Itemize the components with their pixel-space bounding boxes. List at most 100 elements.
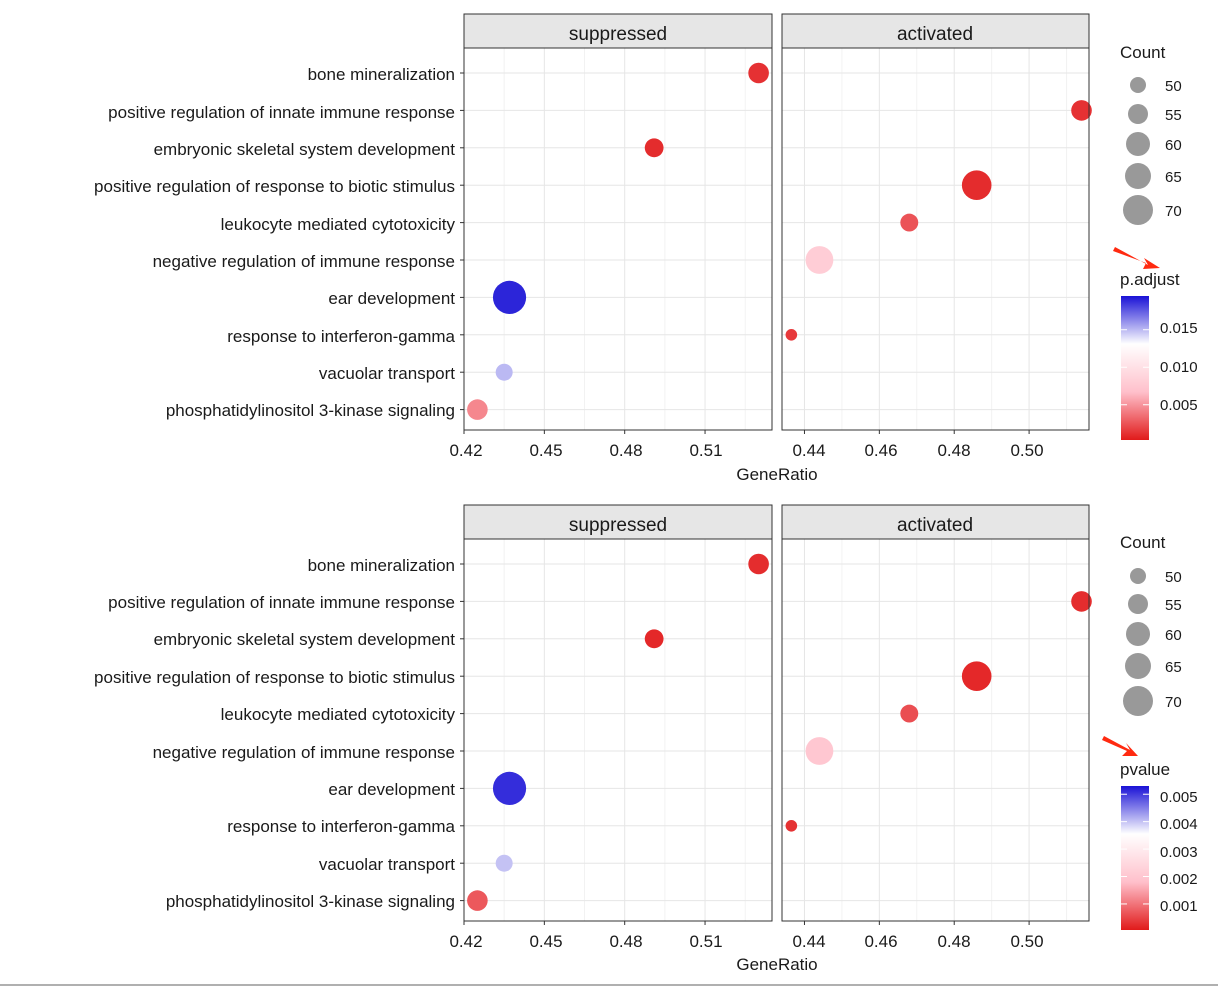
data-point [644, 629, 664, 649]
data-point [1071, 100, 1092, 121]
color-legend-label: 0.003 [1160, 844, 1198, 861]
term-label: positive regulation of innate immune res… [108, 593, 455, 612]
size-legend-title: Count [1120, 43, 1166, 62]
term-label: ear development [328, 780, 455, 799]
x-tick-label: 0.48 [609, 441, 642, 460]
data-point [492, 771, 527, 806]
term-label: response to interferon-gamma [227, 817, 455, 836]
term-label: vacuolar transport [319, 855, 455, 874]
x-tick-label: 0.45 [529, 441, 562, 460]
color-legend-label: 0.005 [1160, 789, 1198, 806]
x-tick-label: 0.44 [792, 441, 825, 460]
term-label: phosphatidylinositol 3-kinase signaling [166, 892, 455, 911]
term-label: response to interferon-gamma [227, 327, 455, 346]
data-point [467, 890, 488, 911]
facet-strip [781, 504, 1090, 540]
data-point [1071, 591, 1092, 612]
x-tick-label: 0.42 [449, 441, 482, 460]
data-point [900, 213, 919, 232]
x-axis: 0.42 0.45 0.48 0.51 [449, 921, 723, 951]
term-label: negative regulation of immune response [153, 743, 455, 762]
term-label: embryonic skeletal system development [154, 630, 456, 649]
data-point [467, 399, 488, 420]
x-tick-label: 0.51 [689, 932, 722, 951]
term-label: negative regulation of immune response [153, 252, 455, 271]
color-legend-label: 0.015 [1160, 320, 1198, 337]
data-point [644, 138, 664, 158]
panel-border [781, 538, 1090, 922]
term-label: phosphatidylinositol 3-kinase signaling [166, 401, 455, 420]
facet-strip-label: suppressed [569, 24, 667, 45]
color-legend-title: p.adjust [1120, 270, 1180, 289]
panel-border [781, 47, 1090, 431]
data-point [805, 246, 834, 274]
term-label: vacuolar transport [319, 364, 455, 383]
x-tick-label: 0.50 [1010, 932, 1043, 951]
chart-p-adjust: bone mineralization positive regulation … [94, 13, 1198, 484]
size-legend-label: 50 [1165, 78, 1182, 95]
size-legend-key [1126, 132, 1150, 156]
color-bar-ticks: 0.005 0.010 0.015 [1121, 320, 1198, 414]
x-tick-label: 0.48 [609, 932, 642, 951]
x-axis: 0.44 0.46 0.48 0.50 [792, 921, 1044, 951]
term-label: bone mineralization [308, 556, 455, 575]
term-label: positive regulation of response to bioti… [94, 177, 455, 196]
x-tick-label: 0.45 [529, 932, 562, 951]
x-axis: 0.44 0.46 0.48 0.50 [792, 430, 1044, 460]
size-legend-label: 55 [1165, 107, 1182, 124]
size-legend-key [1130, 77, 1146, 93]
x-axis-title: GeneRatio [736, 465, 817, 484]
color-bar [1121, 296, 1149, 440]
color-legend: p.adjust 0.005 0.010 0.015 [1120, 270, 1198, 440]
red-arrow-annotation [1102, 736, 1138, 756]
facet-strip-label: suppressed [569, 515, 667, 536]
color-legend-label: 0.001 [1160, 898, 1198, 915]
data-point [495, 363, 513, 381]
term-label: ear development [328, 289, 455, 308]
bottom-border-line [0, 984, 1218, 986]
panel-grid [463, 539, 772, 921]
data-point [785, 329, 798, 341]
size-legend: Count 50 55 60 65 70 [1120, 43, 1182, 225]
size-legend-label: 50 [1165, 569, 1182, 586]
point-layer [467, 62, 769, 420]
panel-background [464, 48, 772, 430]
panel-background [782, 48, 1089, 430]
data-point [495, 854, 513, 872]
facet-strip [463, 13, 773, 49]
x-axis-title: GeneRatio [736, 955, 817, 974]
data-point [748, 62, 769, 84]
size-legend-key [1123, 686, 1153, 716]
term-labels: bone mineralization positive regulation … [94, 65, 456, 420]
size-legend-title: Count [1120, 533, 1166, 552]
color-legend-title: pvalue [1120, 760, 1170, 779]
size-legend-label: 65 [1165, 659, 1182, 676]
point-layer [785, 591, 1092, 832]
data-point [748, 553, 769, 575]
panel-border [463, 538, 773, 922]
size-legend-label: 70 [1165, 694, 1182, 711]
facet-activated: activated 0.44 0.46 0.48 0.50 [781, 13, 1092, 460]
point-layer [785, 100, 1092, 341]
point-layer [467, 553, 769, 911]
facet-suppressed: suppressed 0.42 0.45 0.48 0.51 [449, 13, 773, 460]
term-labels: bone mineralization positive regulation … [94, 556, 456, 911]
x-tick-label: 0.46 [864, 932, 897, 951]
term-label: positive regulation of response to bioti… [94, 668, 455, 687]
x-tick-label: 0.42 [449, 932, 482, 951]
color-legend-label: 0.004 [1160, 816, 1198, 833]
size-legend-key [1128, 104, 1148, 124]
color-legend-label: 0.005 [1160, 397, 1198, 414]
size-legend-label: 60 [1165, 137, 1182, 154]
size-legend-key [1123, 195, 1153, 225]
panel-border [463, 47, 773, 431]
color-legend: pvalue 0.001 0.002 0.003 0.004 0.005 [1120, 760, 1198, 930]
chart-pvalue: bone mineralization positive regulation … [94, 504, 1198, 974]
x-tick-label: 0.48 [937, 932, 970, 951]
x-axis: 0.42 0.45 0.48 0.51 [449, 430, 723, 460]
color-legend-label: 0.010 [1160, 359, 1198, 376]
term-label: bone mineralization [308, 65, 455, 84]
size-legend-key [1125, 163, 1151, 189]
facet-strip-label: activated [897, 24, 973, 45]
